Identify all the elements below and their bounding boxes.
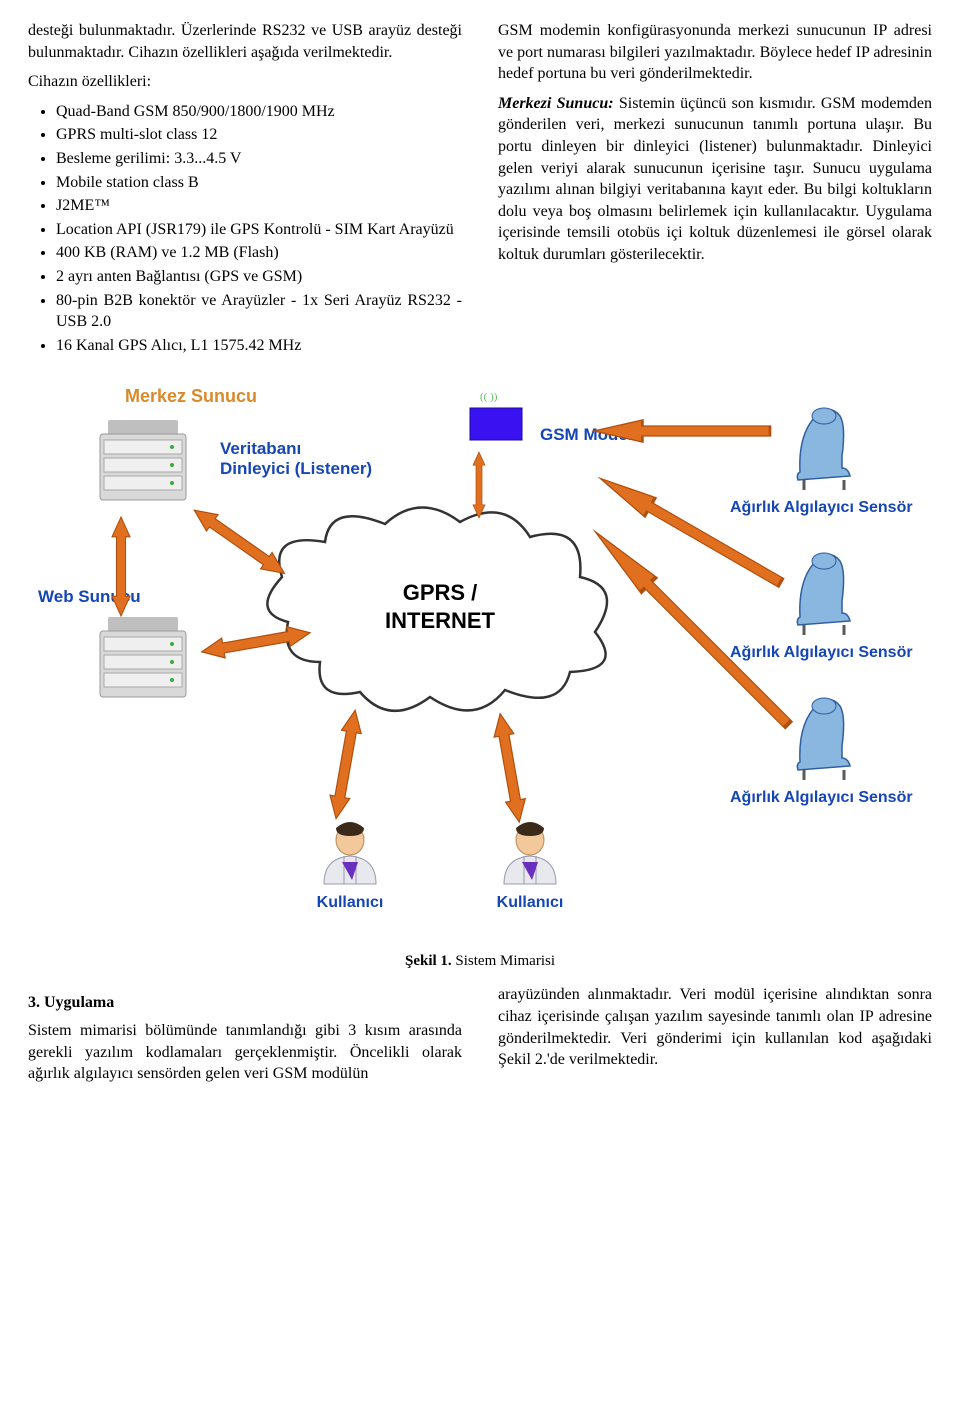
caption-rest: Sistem Mimarisi [452, 953, 555, 969]
list-item: J2ME™ [56, 195, 462, 217]
bottom-left-column: 3. Uygulama Sistem mimarisi bölümünde ta… [28, 984, 462, 1092]
bottom-left-para: Sistem mimarisi bölümünde tanımlandığı g… [28, 1020, 462, 1085]
agirlik-label-2: Ağırlık Algılayıcı Sensör [730, 644, 913, 661]
agirlik-label-3: Ağırlık Algılayıcı Sensör [730, 789, 913, 806]
list-item: 16 Kanal GPS Alıcı, L1 1575.42 MHz [56, 335, 462, 357]
arrow-icon [189, 502, 291, 581]
list-item: GPRS multi-slot class 12 [56, 124, 462, 146]
caption-bold: Şekil 1. [405, 953, 452, 969]
arrow-icon [490, 712, 529, 824]
web-server-icon [100, 617, 186, 697]
gprs-label: GPRS / [403, 580, 478, 605]
bottom-columns: 3. Uygulama Sistem mimarisi bölümünde ta… [28, 984, 932, 1092]
right-para-1: GSM modemin konfigürasyonunda merkezi su… [498, 20, 932, 85]
db-server-icon [100, 420, 186, 500]
section-heading: 3. Uygulama [28, 992, 462, 1014]
right-column: GSM modemin konfigürasyonunda merkezi su… [498, 20, 932, 364]
arrow-icon [595, 469, 786, 592]
figure-1: Merkez Sunucu Veritabanı Dinleyici (List… [28, 382, 932, 947]
right-para-2: Merkezi Sunucu: Sistemin üçüncü son kısm… [498, 93, 932, 266]
seat-icon [797, 553, 850, 635]
merkezi-sunucu-label: Merkezi Sunucu: [498, 95, 614, 112]
list-item: Location API (JSR179) ile GPS Kontrolü -… [56, 219, 462, 241]
cloud-icon: GPRS / INTERNET [267, 508, 607, 711]
top-columns: desteği bulunmaktadır. Üzerlerinde RS232… [28, 20, 932, 364]
seat-icon [797, 698, 850, 780]
dinleyici-label: Dinleyici (Listener) [220, 459, 372, 478]
right-para-2-rest: Sistemin üçüncü son kısmıdır. GSM modemd… [498, 95, 932, 263]
list-item: 2 ayrı anten Bağlantısı (GPS ve GSM) [56, 266, 462, 288]
kullanici-label-1: Kullanıcı [317, 894, 384, 911]
arrow-icon [326, 709, 365, 821]
svg-text:(( )): (( )) [480, 391, 498, 403]
veritabani-label: Veritabanı [220, 439, 301, 458]
figure-caption: Şekil 1. Sistem Mimarisi [28, 953, 932, 970]
arrow-icon [588, 524, 796, 732]
left-para-1: desteği bulunmaktadır. Üzerlerinde RS232… [28, 20, 462, 63]
list-item: Besleme gerilimi: 3.3...4.5 V [56, 148, 462, 170]
user-icon [504, 822, 556, 884]
feature-list: Quad-Band GSM 850/900/1800/1900 MHz GPRS… [28, 101, 462, 357]
left-para-2: Cihazın özellikleri: [28, 71, 462, 93]
gsm-modem-icon: (( )) [470, 391, 522, 440]
internet-label: INTERNET [385, 608, 496, 633]
user-icon [324, 822, 376, 884]
arrow-icon [112, 517, 130, 616]
bottom-right-column: arayüzünden alınmaktadır. Veri modül içe… [498, 984, 932, 1092]
system-architecture-diagram: Merkez Sunucu Veritabanı Dinleyici (List… [30, 382, 930, 942]
list-item: Quad-Band GSM 850/900/1800/1900 MHz [56, 101, 462, 123]
agirlik-label-1: Ağırlık Algılayıcı Sensör [730, 499, 913, 516]
seat-icon [797, 408, 850, 490]
merkez-sunucu-label: Merkez Sunucu [125, 386, 257, 406]
list-item: Mobile station class B [56, 172, 462, 194]
list-item: 400 KB (RAM) ve 1.2 MB (Flash) [56, 242, 462, 264]
list-item: 80-pin B2B konektör ve Arayüzler - 1x Se… [56, 290, 462, 333]
left-column: desteği bulunmaktadır. Üzerlerinde RS232… [28, 20, 462, 364]
arrow-icon [473, 452, 485, 518]
bottom-right-para: arayüzünden alınmaktadır. Veri modül içe… [498, 984, 932, 1070]
kullanici-label-2: Kullanıcı [497, 894, 564, 911]
